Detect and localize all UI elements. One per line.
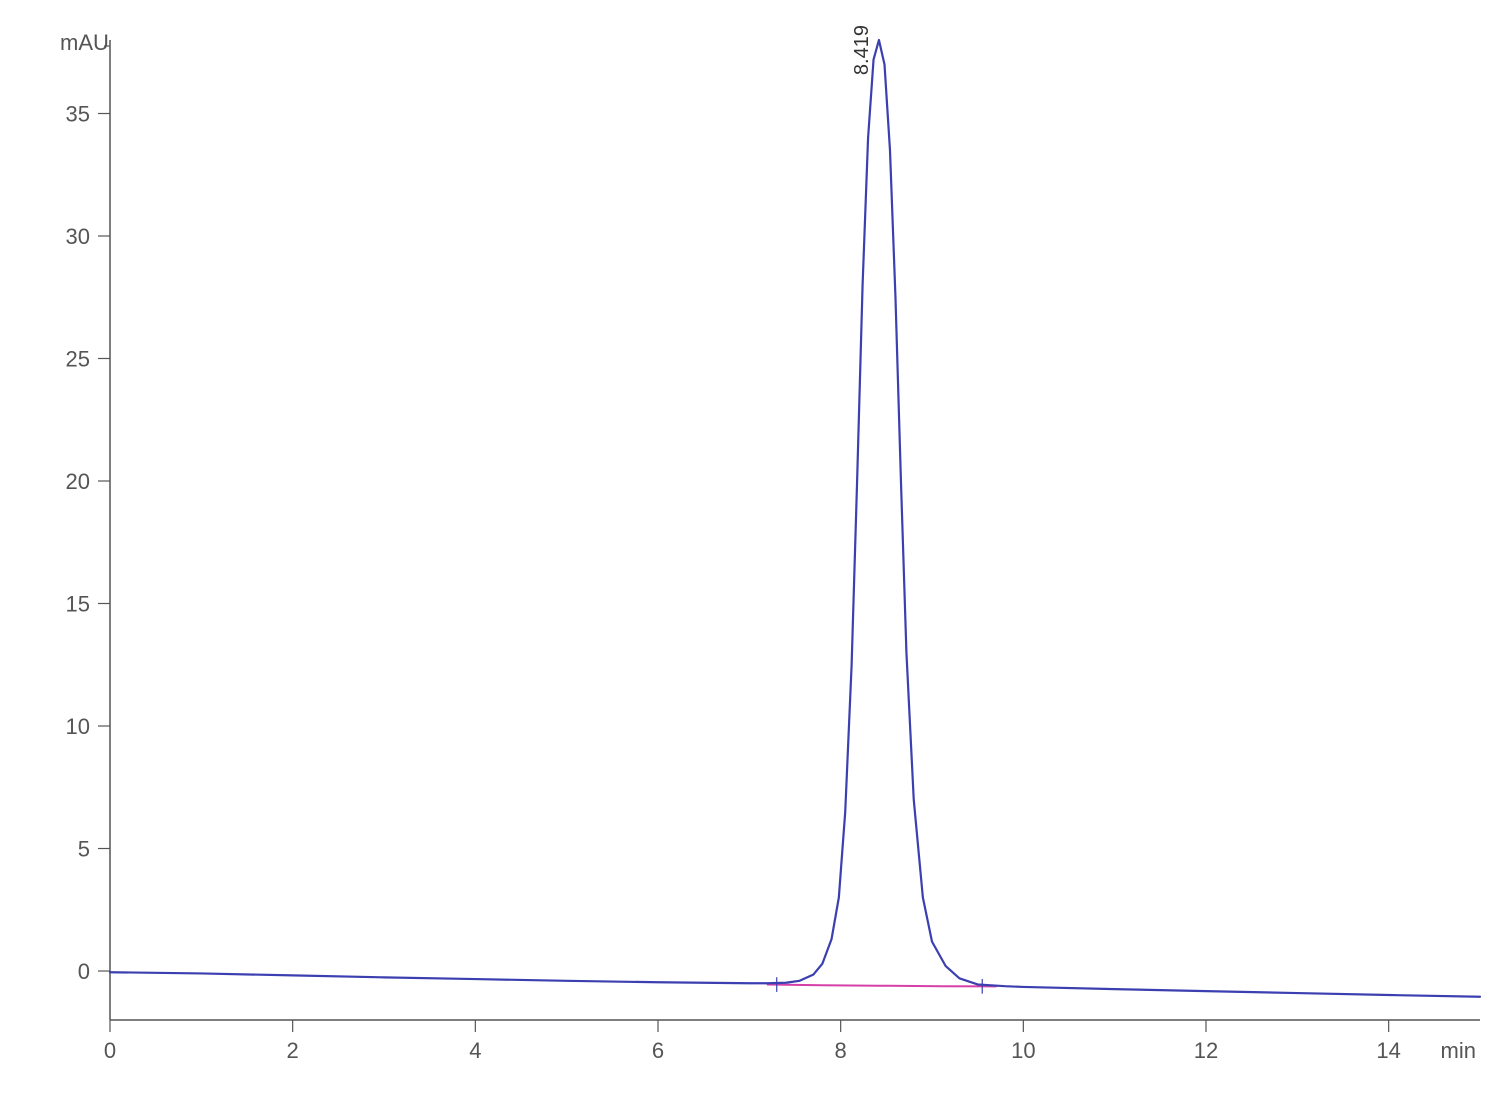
y-tick-label: 15 <box>66 592 90 617</box>
x-tick-label: 10 <box>1011 1038 1035 1063</box>
chart-svg: mAU 0 5 10 15 20 25 30 35 0 2 4 6 8 10 12 14 min 8.419 <box>0 0 1500 1100</box>
x-tick-label: 8 <box>835 1038 847 1063</box>
peak-retention-label: 8.419 <box>851 25 873 75</box>
y-tick-label: 35 <box>66 102 90 127</box>
x-tick-label: 14 <box>1376 1038 1400 1063</box>
y-tick-label: 0 <box>78 959 90 984</box>
y-axis-label: mAU <box>60 30 109 55</box>
x-tick-label: 4 <box>469 1038 481 1063</box>
y-tick-label: 5 <box>78 837 90 862</box>
plot-background <box>0 0 1500 1100</box>
y-tick-label: 10 <box>66 714 90 739</box>
x-tick-label: 0 <box>104 1038 116 1063</box>
y-tick-label: 25 <box>66 347 90 372</box>
x-axis-label: min <box>1441 1038 1476 1063</box>
chromatogram-chart: mAU 0 5 10 15 20 25 30 35 0 2 4 6 8 10 12 14 min 8.419 <box>0 0 1500 1100</box>
x-tick-label: 12 <box>1194 1038 1218 1063</box>
x-tick-label: 2 <box>287 1038 299 1063</box>
x-tick-label: 6 <box>652 1038 664 1063</box>
y-tick-label: 30 <box>66 224 90 249</box>
y-tick-label: 20 <box>66 469 90 494</box>
